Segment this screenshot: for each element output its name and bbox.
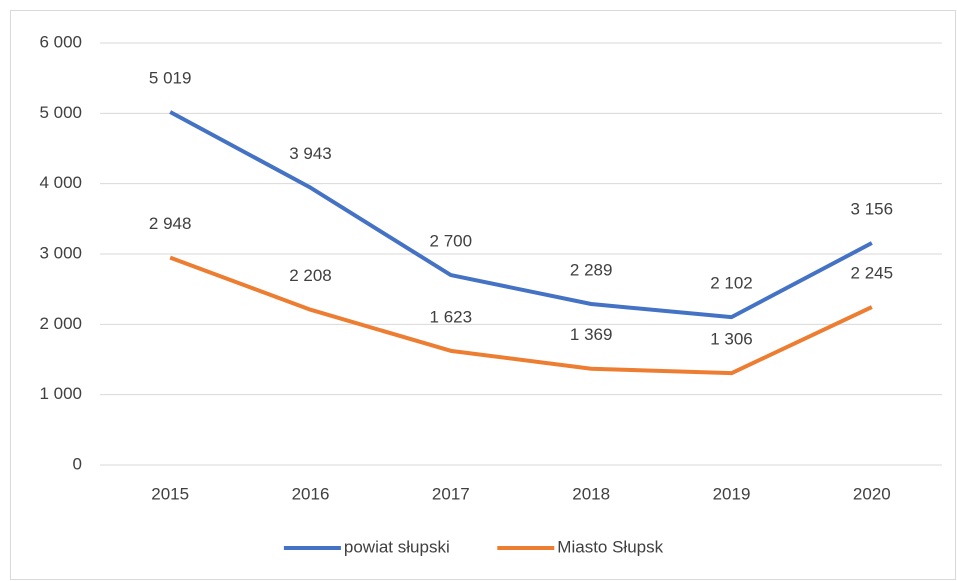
legend-label: Miasto Słupsk: [557, 537, 663, 556]
data-label: 2 208: [289, 266, 332, 285]
series-line: [169, 255, 873, 376]
data-label: 2 948: [149, 214, 192, 233]
series-line: [169, 110, 873, 320]
y-tick-label: 1 000: [39, 384, 82, 403]
x-tick-label: 2015: [151, 484, 189, 503]
y-tick-label: 6 000: [39, 32, 82, 51]
x-tick-label: 2018: [572, 484, 610, 503]
chart-frame: [10, 10, 956, 580]
y-tick-label: 2 000: [39, 314, 82, 333]
data-label: 3 156: [851, 200, 894, 219]
y-tick-label: 5 000: [39, 103, 82, 122]
x-tick-label: 2017: [432, 484, 470, 503]
data-label: 2 289: [570, 260, 613, 279]
x-tick-label: 2020: [853, 484, 891, 503]
y-tick-label: 0: [73, 454, 82, 473]
data-label: 2 102: [710, 274, 753, 293]
data-label: 1 306: [710, 330, 753, 349]
data-label: 2 700: [430, 232, 473, 251]
data-label: 2 245: [851, 264, 894, 283]
y-tick-label: 3 000: [39, 243, 82, 262]
data-label: 1 623: [430, 307, 473, 326]
data-label: 3 943: [289, 144, 332, 163]
data-label: 5 019: [149, 68, 192, 87]
x-tick-label: 2019: [713, 484, 751, 503]
x-tick-label: 2016: [292, 484, 330, 503]
legend-label: powiat słupski: [344, 537, 450, 556]
data-label: 1 369: [570, 325, 613, 344]
y-tick-label: 4 000: [39, 173, 82, 192]
